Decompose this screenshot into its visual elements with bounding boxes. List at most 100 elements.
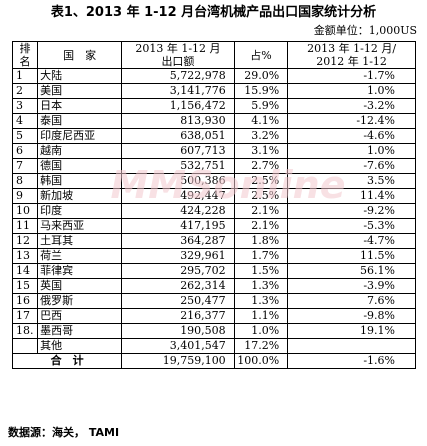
- pct-cell: 1.7%: [233, 248, 289, 264]
- country-cell: 荷兰: [37, 248, 123, 264]
- country-cell: 墨西哥: [37, 323, 123, 339]
- table-row: 4 泰国 813,930 4.1% -12.4%: [11, 113, 416, 129]
- rank-cell: 11: [11, 218, 39, 234]
- table-row: 18. 墨西哥 190,508 1.0% 19.1%: [11, 323, 416, 339]
- country-cell: 巴西: [37, 308, 123, 324]
- amount-cell: 424,228: [121, 203, 235, 219]
- rank-cell: 14: [11, 263, 39, 279]
- pct-cell: 1.5%: [233, 263, 289, 279]
- pct-cell: 2.1%: [233, 218, 289, 234]
- table-title: 表1、2013 年 1-12 月台湾机械产品出口国家统计分析: [50, 5, 377, 20]
- amount-cell: 1,156,472: [121, 98, 235, 114]
- country-cell: 新加坡: [37, 188, 123, 204]
- amount-cell: 329,961: [121, 248, 235, 264]
- table-row: 其他 3,401,547 17.2%: [11, 338, 416, 354]
- country-cell: 韩国: [37, 173, 123, 189]
- table-row: 15 英国 262,314 1.3% -3.9%: [11, 278, 416, 294]
- table-row: 12 土耳其 364,287 1.8% -4.7%: [11, 233, 416, 249]
- amount-header-line2: 出口额: [161, 55, 195, 68]
- amount-cell: 250,477: [121, 293, 235, 309]
- amount-cell: 492,447: [121, 188, 235, 204]
- amount-cell: 190,508: [121, 323, 235, 339]
- change-header-line1: 2013 年 1-12 月/: [307, 42, 397, 56]
- pct-cell: 17.2%: [233, 338, 289, 354]
- rank-cell: 4: [11, 113, 39, 129]
- total-amount: 19,759,100: [121, 353, 235, 369]
- amount-cell: 216,377: [121, 308, 235, 324]
- country-cell: 英国: [37, 278, 123, 294]
- table-row: 13 荷兰 329,961 1.7% 11.5%: [11, 248, 416, 264]
- rank-cell: 3: [11, 98, 39, 114]
- table-row: 3 日本 1,156,472 5.9% -3.2%: [11, 98, 416, 114]
- amount-cell: 532,751: [121, 158, 235, 174]
- rank-cell: 18.: [11, 323, 39, 339]
- amount-cell: 295,702: [121, 263, 235, 279]
- country-cell: 俄罗斯: [37, 293, 123, 309]
- rank-cell: 7: [11, 158, 39, 174]
- country-header: 国 家: [37, 41, 123, 69]
- amount-cell: 262,314: [121, 278, 235, 294]
- change-cell: -5.3%: [287, 218, 416, 234]
- table-row: 1 大陆 5,722,978 29.0% -1.7%: [11, 68, 416, 84]
- country-cell: 菲律宾: [37, 263, 123, 279]
- table-body: 1 大陆 5,722,978 29.0% -1.7% 2 美国 3,141,776 15.9% 1…: [11, 68, 416, 354]
- change-cell: [287, 338, 416, 354]
- change-cell: 11.4%: [287, 188, 416, 204]
- change-cell: -12.4%: [287, 113, 416, 129]
- amount-cell: 364,287: [121, 233, 235, 249]
- country-cell: 印度: [37, 203, 123, 219]
- change-cell: -9.8%: [287, 308, 416, 324]
- rank-header-line2: 名: [19, 55, 31, 68]
- pct-cell: 2.5%: [233, 173, 289, 189]
- pct-cell: 3.1%: [233, 143, 289, 159]
- change-cell: 56.1%: [287, 263, 416, 279]
- change-cell: 11.5%: [287, 248, 416, 264]
- country-cell: 马来西亚: [37, 218, 123, 234]
- pct-cell: 2.1%: [233, 203, 289, 219]
- pct-cell: 2.7%: [233, 158, 289, 174]
- table-row: 14 菲律宾 295,702 1.5% 56.1%: [11, 263, 416, 279]
- change-cell: -1.7%: [287, 68, 416, 84]
- change-cell: 19.1%: [287, 323, 416, 339]
- change-cell: 1.0%: [287, 83, 416, 99]
- change-header: 2013 年 1-12 月/ 2012 年 1-12: [287, 41, 416, 69]
- pct-cell: 1.3%: [233, 278, 289, 294]
- amount-cell: 3,401,547: [121, 338, 235, 354]
- pct-cell: 1.1%: [233, 308, 289, 324]
- rank-cell: 2: [11, 83, 39, 99]
- country-cell: 印度尼西亚: [37, 128, 123, 144]
- source-note: 数据源：海关， TAMI: [8, 426, 120, 439]
- amount-header-line1: 2013 年 1-12 月: [135, 42, 221, 56]
- table-row: 16 俄罗斯 250,477 1.3% 7.6%: [11, 293, 416, 309]
- pct-cell: 15.9%: [233, 83, 289, 99]
- rank-cell: 17: [11, 308, 39, 324]
- total-pct: 100.0%: [233, 353, 289, 369]
- pct-cell: 29.0%: [233, 68, 289, 84]
- change-cell: 7.6%: [287, 293, 416, 309]
- rank-cell: 6: [11, 143, 39, 159]
- total-change: -1.6%: [287, 353, 416, 369]
- table-header-row: 排 名 国 家 2013 年 1-12 月 出口额 占% 2013 年 1-12…: [11, 41, 416, 69]
- pct-header: 占%: [233, 41, 289, 69]
- change-cell: -9.2%: [287, 203, 416, 219]
- pct-cell: 1.0%: [233, 323, 289, 339]
- table-row: 17 巴西 216,377 1.1% -9.8%: [11, 308, 416, 324]
- unit-label: 金额单位：1,000US: [313, 24, 417, 37]
- total-row: 合 计 19,759,100 100.0% -1.6%: [11, 353, 416, 369]
- change-cell: -4.7%: [287, 233, 416, 249]
- rank-cell: 13: [11, 248, 39, 264]
- table-row: 7 德国 532,751 2.7% -7.6%: [11, 158, 416, 174]
- country-cell: 日本: [37, 98, 123, 114]
- amount-cell: 607,713: [121, 143, 235, 159]
- amount-cell: 500,386: [121, 173, 235, 189]
- change-cell: 3.5%: [287, 173, 416, 189]
- change-cell: -3.9%: [287, 278, 416, 294]
- table-row: 9 新加坡 492,447 2.5% 11.4%: [11, 188, 416, 204]
- table-row: 8 韩国 500,386 2.5% 3.5%: [11, 173, 416, 189]
- rank-cell: 9: [11, 188, 39, 204]
- change-cell: -7.6%: [287, 158, 416, 174]
- amount-cell: 5,722,978: [121, 68, 235, 84]
- rank-header: 排 名: [11, 41, 39, 69]
- change-cell: -3.2%: [287, 98, 416, 114]
- amount-cell: 813,930: [121, 113, 235, 129]
